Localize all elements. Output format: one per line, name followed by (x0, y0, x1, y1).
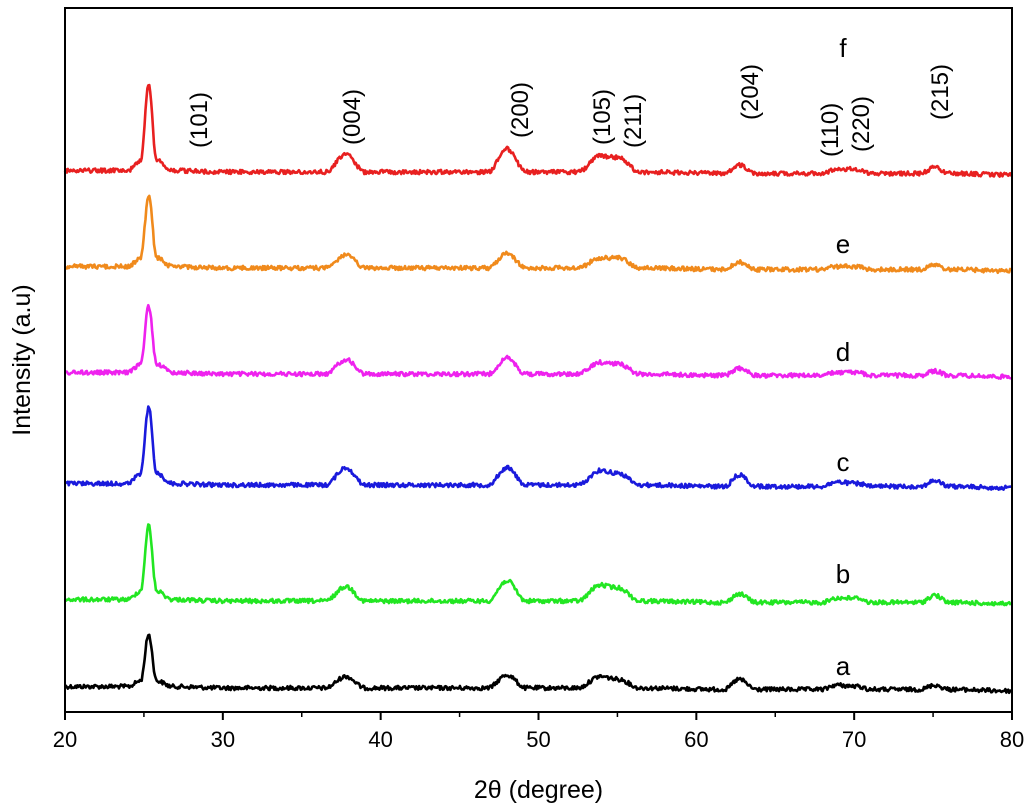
peak-label-211: (211) (620, 94, 647, 148)
x-tick-label: 50 (526, 727, 550, 752)
series-layer (63, 83, 1013, 695)
peak-label-204: (204) (737, 64, 764, 120)
x-tick-label: 40 (368, 727, 392, 752)
series-line-f (63, 83, 1013, 178)
series-line-e (63, 194, 1013, 275)
series-line-c (63, 405, 1012, 491)
peak-label-200: (200) (507, 82, 534, 138)
x-tick-label: 20 (53, 727, 77, 752)
x-tick-label: 70 (842, 727, 866, 752)
x-tick-label: 30 (211, 727, 235, 752)
peak-label-101: (101) (186, 92, 213, 148)
series-label-d: d (836, 337, 850, 367)
x-tick-label: 80 (1000, 727, 1024, 752)
series-label-c: c (837, 447, 850, 477)
series-label-e: e (836, 229, 850, 259)
x-axis-title: 2θ (degree) (474, 776, 603, 804)
peak-label-110: (110) (817, 103, 844, 157)
peak-label-215: (215) (927, 64, 954, 120)
series-line-b (63, 523, 1013, 607)
x-tick-label: 60 (684, 727, 708, 752)
peak-label-004: (004) (339, 89, 366, 145)
peak-labels: (101) (004) (200) (105) (211) (204) (110) (220)… (186, 64, 954, 157)
series-line-d (64, 303, 1012, 380)
y-axis-title: Intensity (a.u) (8, 284, 36, 435)
series-label-f: f (839, 33, 847, 63)
x-axis-ticks: 20 30 40 50 60 70 80 (53, 712, 1024, 752)
series-label-b: b (836, 559, 850, 589)
series-labels: a b c d e f (836, 33, 851, 681)
series-label-a: a (836, 651, 851, 681)
peak-label-105: (105) (589, 89, 616, 145)
series-line-a (63, 633, 1013, 695)
peak-label-220: (220) (848, 96, 875, 152)
